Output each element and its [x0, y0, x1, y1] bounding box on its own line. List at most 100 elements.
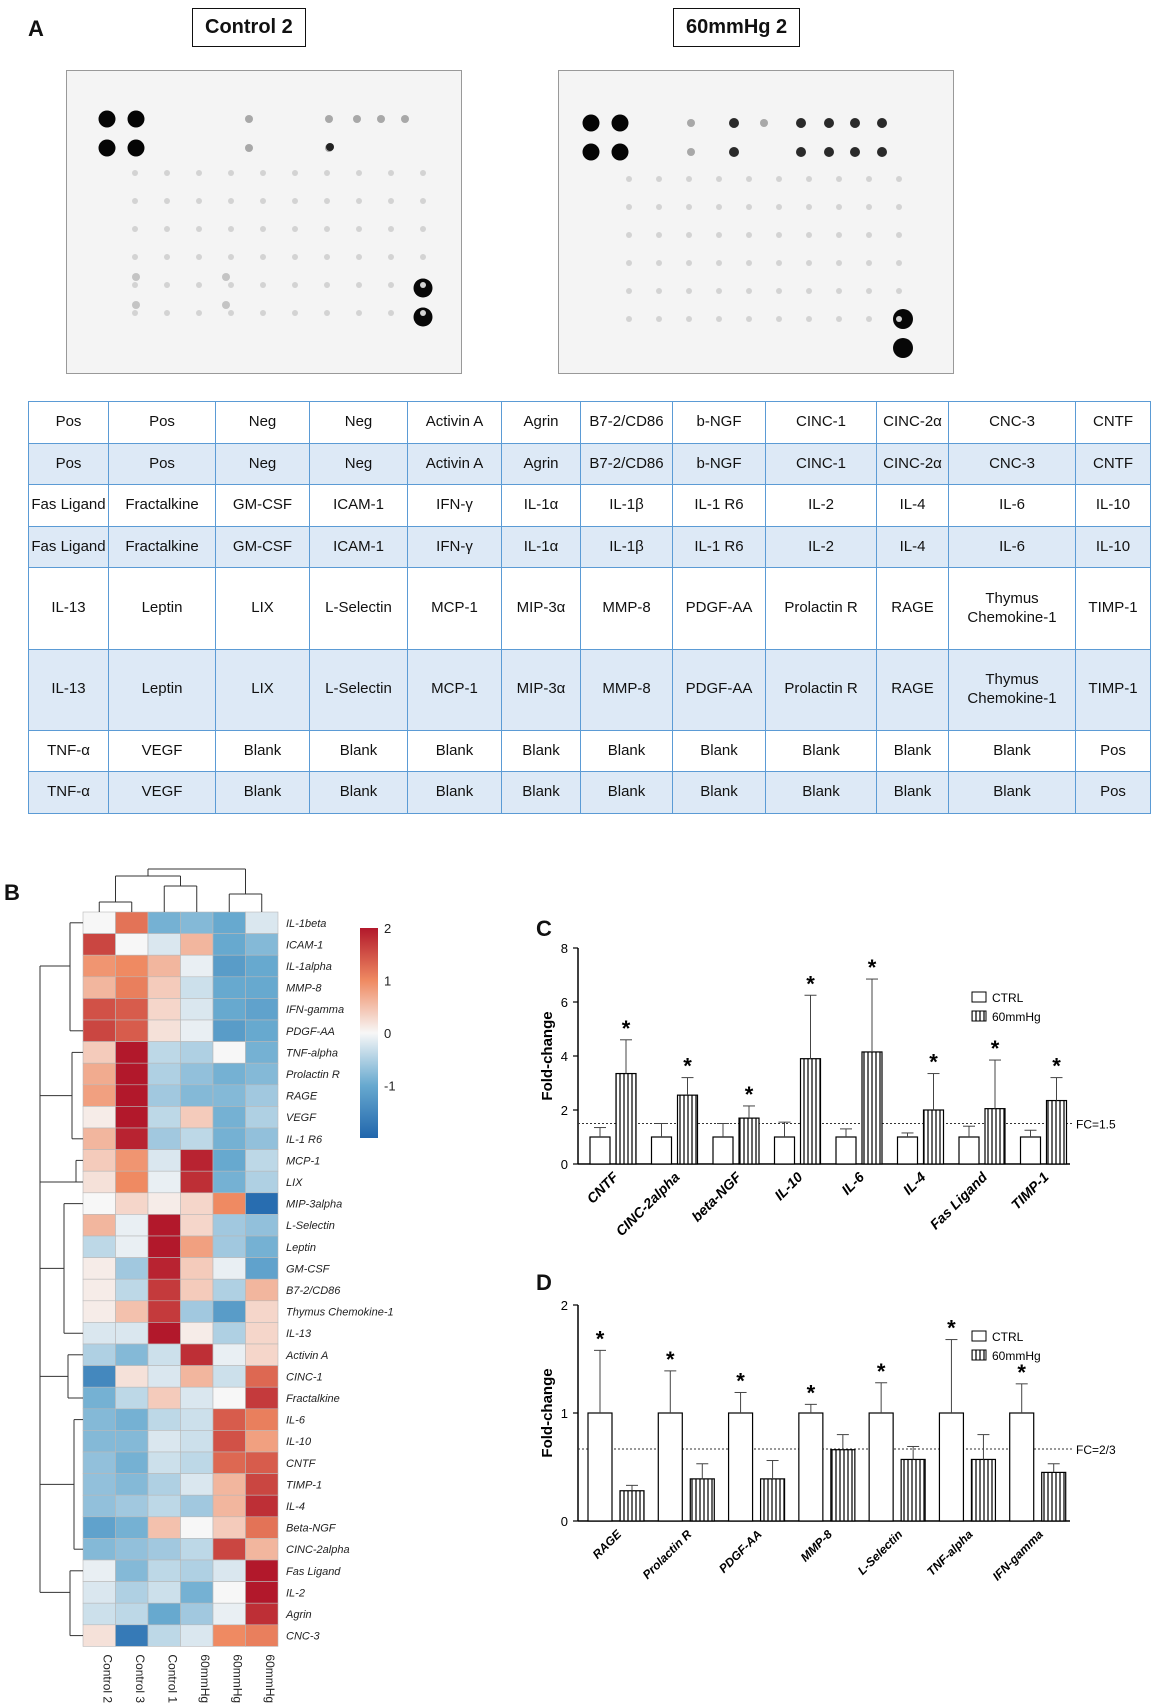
blot-spot [326, 143, 334, 151]
blot-spot [776, 204, 782, 210]
heatmap-cell [180, 1538, 214, 1561]
heatmap-column-label: Control 2 [100, 1654, 114, 1703]
layout-cell: IL-1 R6 [672, 484, 766, 527]
blot-spot [806, 316, 812, 322]
layout-cell: Pos [108, 442, 216, 486]
blot-spot [196, 226, 202, 232]
blot-spot [132, 310, 138, 316]
ctrl-bar [650, 1136, 673, 1165]
heatmap-cell [245, 1235, 279, 1258]
layout-cell: IL-2 [765, 484, 877, 527]
treated-bar [922, 1109, 945, 1165]
blot-spot [836, 316, 842, 322]
category-label: IL-10 [771, 1169, 806, 1204]
heatmap-cell [180, 954, 214, 978]
heatmap-column-label: 60mmHg 1 [198, 1654, 212, 1706]
layout-cell: IL-1α [501, 484, 581, 527]
heatmap-cell [147, 1127, 181, 1150]
heatmap-cell [212, 1214, 246, 1237]
heatmap-column-label: 60mmHg 2 [263, 1654, 277, 1706]
layout-cell: Blank [309, 771, 408, 814]
ctrl-bar [712, 1136, 734, 1165]
heatmap-cell [245, 954, 279, 978]
heatmap-cell [212, 1019, 246, 1042]
blot-spot [228, 226, 234, 232]
layout-cell: LIX [215, 567, 310, 650]
heatmap-cell [82, 1624, 116, 1647]
heatmap-cell [147, 1494, 181, 1518]
category-label: PDGF-AA [716, 1527, 765, 1576]
heatmap-cell [212, 1559, 246, 1582]
heatmap-row-label: IL-13 [286, 1328, 312, 1340]
blot-spot [746, 288, 752, 294]
heatmap-cell [82, 1602, 116, 1626]
ctrl-bar [773, 1136, 796, 1165]
layout-cell: ICAM-1 [309, 525, 408, 569]
heatmap-cell [82, 1019, 116, 1042]
layout-cell: IL-10 [1075, 525, 1151, 569]
y-tick-label: 4 [561, 1049, 568, 1064]
antibody-array-layout-table: Pos Pos Neg Neg Activin A Agrin B7-2/CD86 b-NGF… [28, 401, 1151, 814]
heatmap-cell [245, 1408, 279, 1431]
blot-spot [292, 170, 298, 176]
heatmap-cell [147, 1192, 181, 1215]
array-title-60mmhg: 60mmHg 2 [673, 8, 801, 47]
heatmap-cell [212, 933, 246, 956]
heatmap-cell [212, 998, 246, 1021]
blot-spot [611, 114, 629, 132]
treated-bar [759, 1478, 786, 1522]
heatmap-cell [245, 1386, 279, 1410]
heatmap-cell [212, 1127, 246, 1150]
heatmap-cell [245, 1106, 279, 1129]
heatmap-cell [147, 1062, 181, 1086]
layout-cell: CINC-2α [876, 401, 949, 444]
layout-cell: CINC-1 [765, 442, 877, 486]
blot-spot [260, 282, 266, 288]
heatmap-cell [245, 933, 279, 956]
treated-bar [900, 1458, 926, 1522]
heatmap-cell [115, 1149, 149, 1172]
layout-cell: Blank [765, 771, 877, 814]
legend-swatch [971, 1349, 987, 1361]
blot-spot [260, 198, 266, 204]
heatmap-cell [82, 1192, 116, 1215]
significance-star: * [745, 1082, 754, 1107]
blot-spot [686, 260, 692, 266]
blot-image-control [66, 70, 462, 374]
heatmap-cell [115, 1343, 149, 1366]
blot-spot [716, 260, 722, 266]
layout-cell: Fractalkine [108, 525, 216, 569]
heatmap-row-label: RAGE [286, 1091, 318, 1103]
heatmap-cell [245, 1538, 279, 1561]
category-label: CINC-2alpha [612, 1169, 682, 1239]
treated-bar [619, 1490, 645, 1522]
blot-spot [324, 226, 330, 232]
layout-cell: Blank [501, 771, 581, 814]
blot-spot [776, 176, 782, 182]
category-label: IL-6 [838, 1169, 867, 1198]
heatmap-row-label: L-Selectin [286, 1220, 335, 1232]
heatmap-cell [180, 1214, 214, 1237]
blot-spot [656, 316, 662, 322]
heatmap-row-label: MMP-8 [286, 983, 322, 995]
ctrl-bar [657, 1412, 683, 1522]
heatmap-row-label: Agrin [285, 1609, 312, 1621]
blot-spot [896, 260, 902, 266]
panel-label-d: D [536, 1270, 552, 1295]
category-label: L-Selectin [855, 1527, 905, 1577]
heatmap-row-label: PDGF-AA [286, 1026, 335, 1038]
category-label: TNF-alpha [924, 1527, 976, 1579]
heatmap-cell [180, 1300, 214, 1323]
heatmap-cell [180, 1516, 214, 1539]
blot-image-60mmhg [558, 70, 954, 374]
blot-spot [356, 282, 362, 288]
heatmap-cell [180, 976, 214, 999]
heatmap-cell [147, 1624, 181, 1647]
blot-spot [388, 282, 394, 288]
heatmap-cell [115, 1538, 149, 1561]
ctrl-bar [938, 1412, 965, 1522]
heatmap-cell [180, 1408, 214, 1431]
blot-spot [245, 144, 253, 152]
blot-spot [806, 204, 812, 210]
heatmap-row-label: CINC-2alpha [286, 1544, 350, 1556]
